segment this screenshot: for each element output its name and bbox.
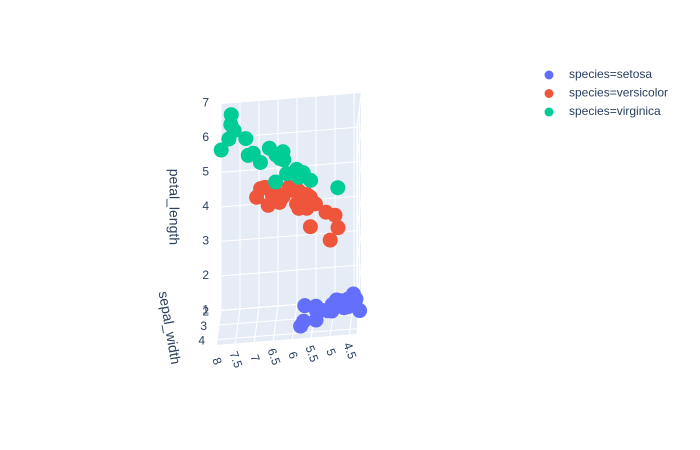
z-tick-label: 4 xyxy=(202,199,209,213)
legend-marker xyxy=(544,89,554,98)
grid-line xyxy=(356,230,363,266)
legend: species=setosa species=versicolor species=… xyxy=(544,67,668,118)
data-point xyxy=(327,207,343,223)
grid-line xyxy=(356,92,363,128)
data-point xyxy=(345,286,361,302)
data-point xyxy=(299,200,315,216)
data-point xyxy=(312,302,328,318)
scene: 4.555.566.577.582341234567petal_lengthse… xyxy=(156,91,368,370)
grid-line xyxy=(220,264,362,277)
grid-line xyxy=(356,126,363,162)
x-tick-label: 7.5 xyxy=(227,349,246,370)
data-point xyxy=(291,169,307,185)
grid-line xyxy=(220,91,362,104)
x-tick-label: 4.5 xyxy=(341,340,360,361)
data-point xyxy=(296,313,312,329)
legend-label: species=versicolor xyxy=(569,86,668,100)
y-tick-label: 4 xyxy=(198,334,205,348)
data-point xyxy=(303,172,319,188)
x-tick-label: 6.5 xyxy=(265,346,284,367)
data-point xyxy=(290,183,306,199)
z-tick-label: 2 xyxy=(202,268,209,282)
legend-label: species=setosa xyxy=(569,67,652,81)
data-point xyxy=(324,299,340,315)
z-tick-label: 7 xyxy=(202,96,209,110)
data-point xyxy=(279,166,295,182)
z-tick-label: 1 xyxy=(202,303,209,317)
data-point xyxy=(213,142,229,158)
z-tick-label: 3 xyxy=(202,234,209,248)
legend-marker xyxy=(544,70,554,80)
legend-label: species=virginica xyxy=(569,104,661,118)
z-axis-title: petal_length xyxy=(166,169,182,245)
z-tick-label: 6 xyxy=(202,130,209,144)
data-point xyxy=(322,232,338,248)
y-axis-title: sepal_width xyxy=(156,290,185,366)
grid-line xyxy=(356,195,363,231)
data-point xyxy=(330,180,346,196)
data-point xyxy=(223,117,239,133)
data-point xyxy=(238,131,254,147)
grid-line xyxy=(216,328,358,341)
y-tick-label: 3 xyxy=(200,319,207,333)
data-point xyxy=(268,174,284,190)
x-tick-label: 5 xyxy=(323,347,339,358)
x-tick-label: 7 xyxy=(247,353,263,364)
data-point xyxy=(352,303,368,319)
data-point xyxy=(260,197,276,213)
data-point xyxy=(240,147,256,163)
grid-line xyxy=(356,161,363,197)
z-tick-label: 5 xyxy=(202,165,209,179)
legend-marker xyxy=(544,107,554,117)
x-tick-label: 6 xyxy=(285,350,301,361)
data-point xyxy=(272,151,288,167)
data-point xyxy=(261,140,277,156)
y-tick-label: 2 xyxy=(202,305,209,319)
data-point xyxy=(252,154,268,170)
x-tick-label: 5.5 xyxy=(303,343,322,364)
x-tick-label: 8 xyxy=(209,356,225,367)
data-point xyxy=(221,131,237,147)
data-point xyxy=(330,220,346,236)
data-point xyxy=(302,219,318,235)
data-point xyxy=(297,298,313,314)
